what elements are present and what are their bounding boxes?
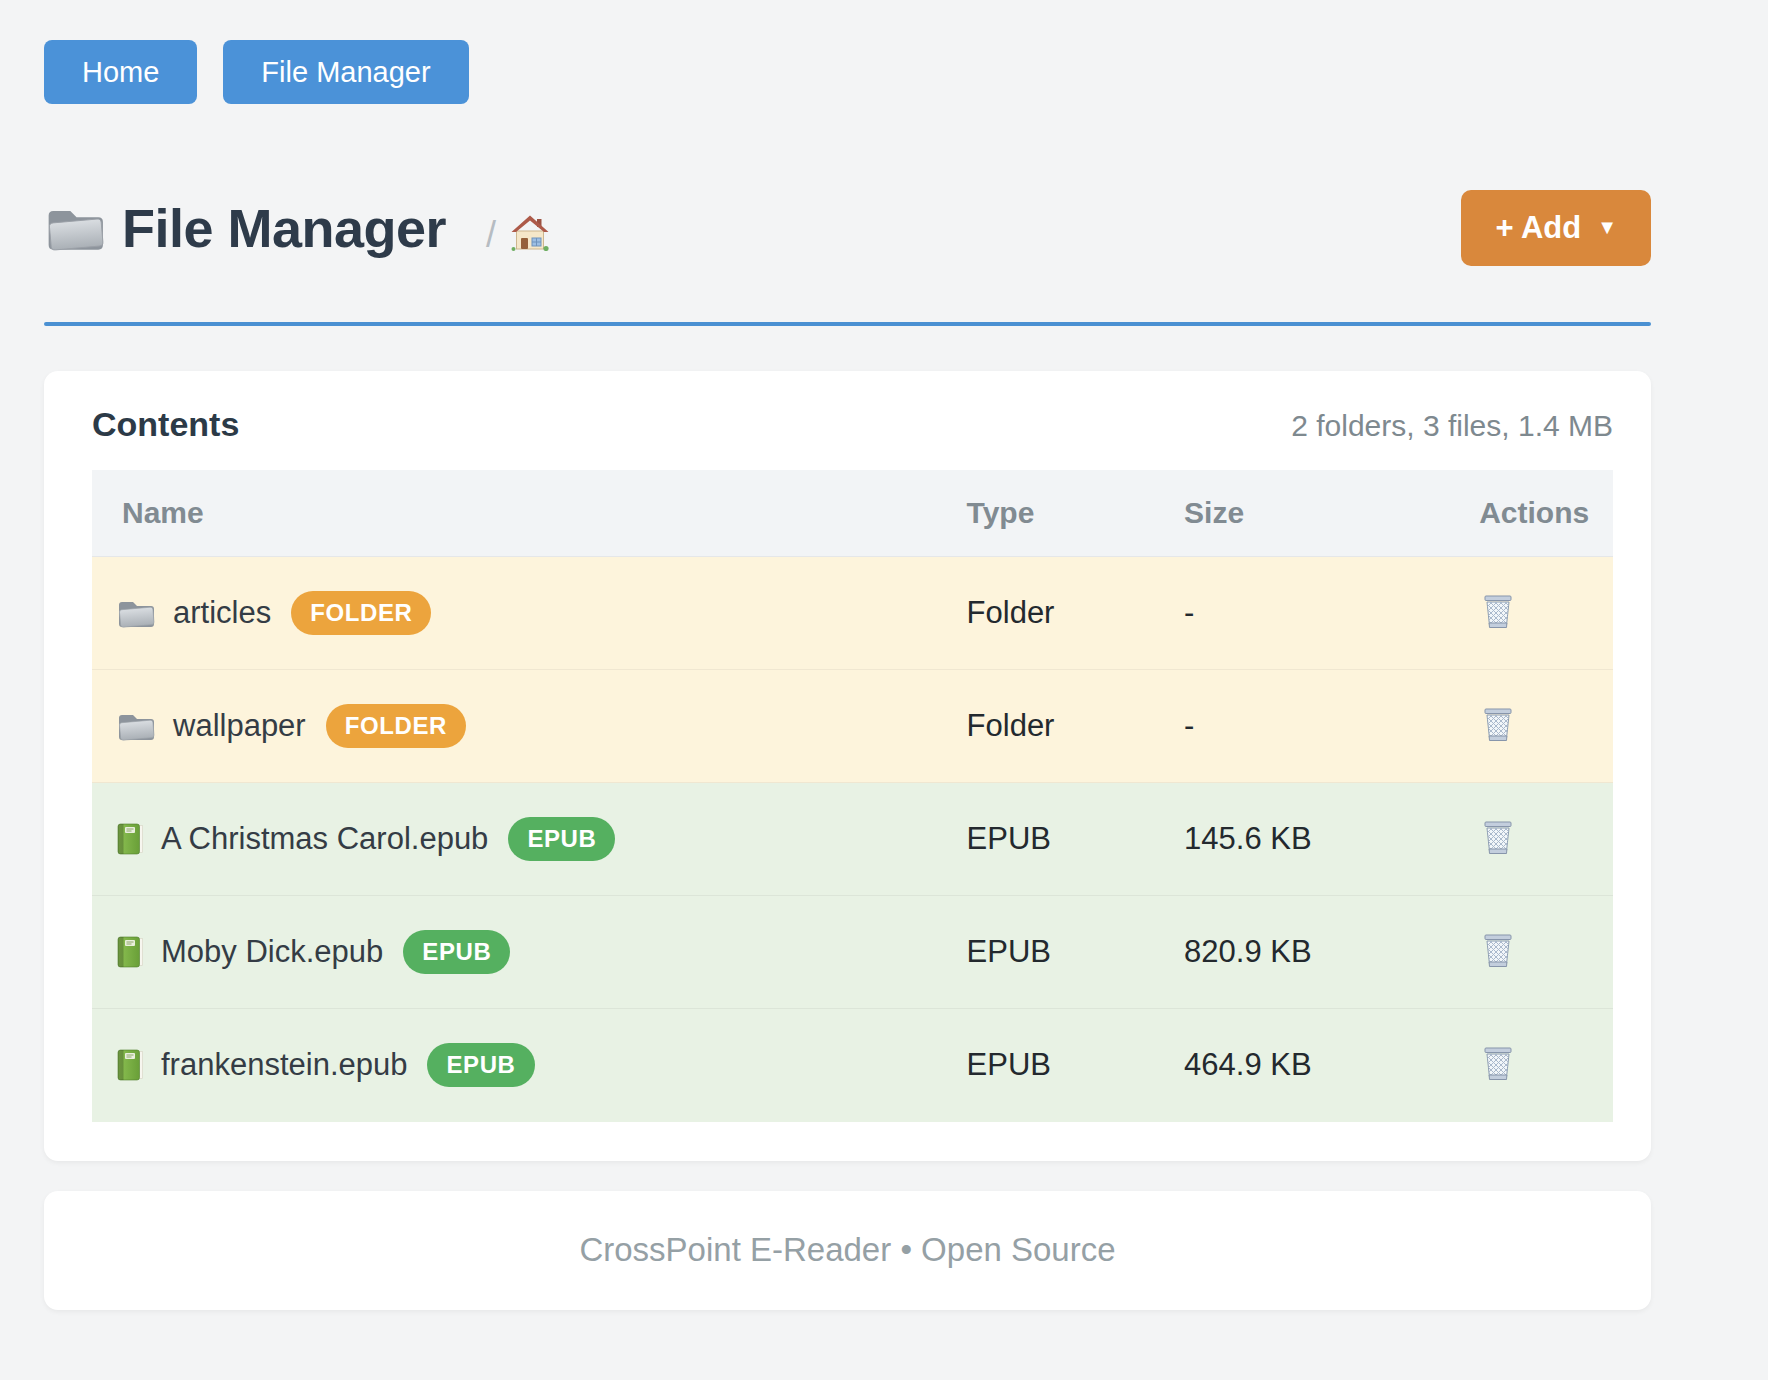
footer-text: CrossPoint E-Reader • Open Source [579,1231,1115,1269]
file-size: 145.6 KB [1184,783,1479,896]
column-header-size: Size [1184,470,1479,557]
page-title: File Manager [122,197,446,259]
delete-button[interactable] [1481,706,1515,747]
contents-table: Name Type Size Actions articles FOLDER [92,470,1613,1122]
file-size: - [1184,670,1479,783]
column-header-name: Name [92,470,967,557]
table-row[interactable]: wallpaper FOLDER Folder - [92,670,1613,783]
breadcrumb-separator: / [486,214,496,256]
type-badge: EPUB [403,930,510,974]
delete-button[interactable] [1481,593,1515,634]
delete-button[interactable] [1481,819,1515,860]
type-badge: FOLDER [326,704,466,748]
panel-head: Contents 2 folders, 3 files, 1.4 MB [92,405,1613,444]
name-cell: articles FOLDER [92,591,967,635]
type-badge: EPUB [427,1043,534,1087]
file-size: - [1184,557,1479,670]
type-badge: EPUB [508,817,615,861]
add-button[interactable]: + Add ▼ [1461,190,1651,266]
contents-summary: 2 folders, 3 files, 1.4 MB [1291,409,1613,443]
folder-icon [116,597,156,629]
book-icon [116,822,144,856]
home-icon [510,213,550,251]
top-nav: Home File Manager [44,40,1651,104]
title-group: File Manager / [44,197,550,259]
contents-table-body: articles FOLDER Folder - [92,557,1613,1122]
name-cell: A Christmas Carol.epub EPUB [92,817,967,861]
add-button-label: + Add [1495,210,1581,246]
panel-title: Contents [92,405,239,444]
file-type: EPUB [967,1009,1185,1122]
delete-button[interactable] [1481,932,1515,973]
table-header-row: Name Type Size Actions [92,470,1613,557]
name-cell: frankenstein.epub EPUB [92,1043,967,1087]
file-type: EPUB [967,896,1185,1009]
type-badge: FOLDER [291,591,431,635]
file-name: wallpaper [173,708,306,744]
table-row[interactable]: A Christmas Carol.epub EPUB EPUB 145.6 K… [92,783,1613,896]
file-size: 464.9 KB [1184,1009,1479,1122]
book-icon [116,1048,144,1082]
file-type: EPUB [967,783,1185,896]
table-row[interactable]: articles FOLDER Folder - [92,557,1613,670]
nav-button-home[interactable]: Home [44,40,197,104]
footer: CrossPoint E-Reader • Open Source [44,1191,1651,1310]
folder-icon [44,203,106,253]
file-size: 820.9 KB [1184,896,1479,1009]
breadcrumb-home-link[interactable] [510,213,550,251]
book-icon [116,935,144,969]
name-cell: wallpaper FOLDER [92,704,967,748]
page-header: File Manager / + Add [44,188,1651,268]
trash-icon [1481,706,1515,747]
file-name: frankenstein.epub [161,1047,407,1083]
trash-icon [1481,932,1515,973]
column-header-type: Type [967,470,1185,557]
contents-panel: Contents 2 folders, 3 files, 1.4 MB Name… [44,371,1651,1161]
file-name: A Christmas Carol.epub [161,821,488,857]
file-manager-page: Home File Manager File Manager / [0,0,1768,1380]
column-header-actions: Actions [1479,470,1613,557]
table-row[interactable]: frankenstein.epub EPUB EPUB 464.9 KB [92,1009,1613,1122]
trash-icon [1481,593,1515,634]
folder-icon [116,710,156,742]
file-type: Folder [967,557,1185,670]
table-row[interactable]: Moby Dick.epub EPUB EPUB 820.9 KB [92,896,1613,1009]
nav-button-file-manager[interactable]: File Manager [223,40,468,104]
file-type: Folder [967,670,1185,783]
file-name: articles [173,595,271,631]
name-cell: Moby Dick.epub EPUB [92,930,967,974]
trash-icon [1481,819,1515,860]
title-divider [44,322,1651,326]
trash-icon [1481,1045,1515,1086]
chevron-down-icon: ▼ [1597,216,1617,239]
file-name: Moby Dick.epub [161,934,383,970]
delete-button[interactable] [1481,1045,1515,1086]
